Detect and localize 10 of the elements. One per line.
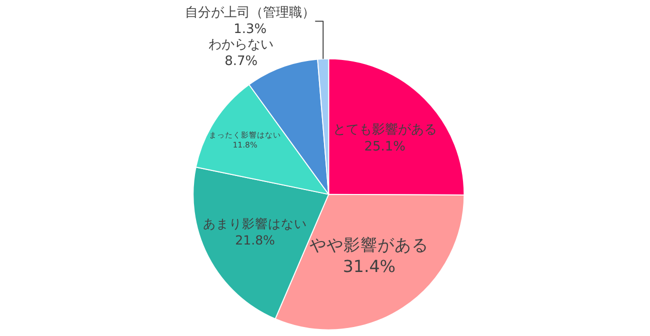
data-label: 1.3% bbox=[234, 22, 267, 38]
data-label: 25.1% bbox=[364, 139, 406, 154]
slice-label: わからない bbox=[208, 37, 274, 52]
slice-label: あまり影響はない bbox=[203, 216, 308, 232]
data-label: 8.7% bbox=[224, 54, 258, 70]
slice-label: とても影響がある bbox=[332, 122, 437, 138]
slice-label: やや影響がある bbox=[310, 235, 429, 254]
slice-label: 自分が上司（管理職） bbox=[185, 5, 316, 20]
data-label: 21.8% bbox=[235, 232, 276, 248]
data-label: 31.4% bbox=[342, 256, 396, 276]
